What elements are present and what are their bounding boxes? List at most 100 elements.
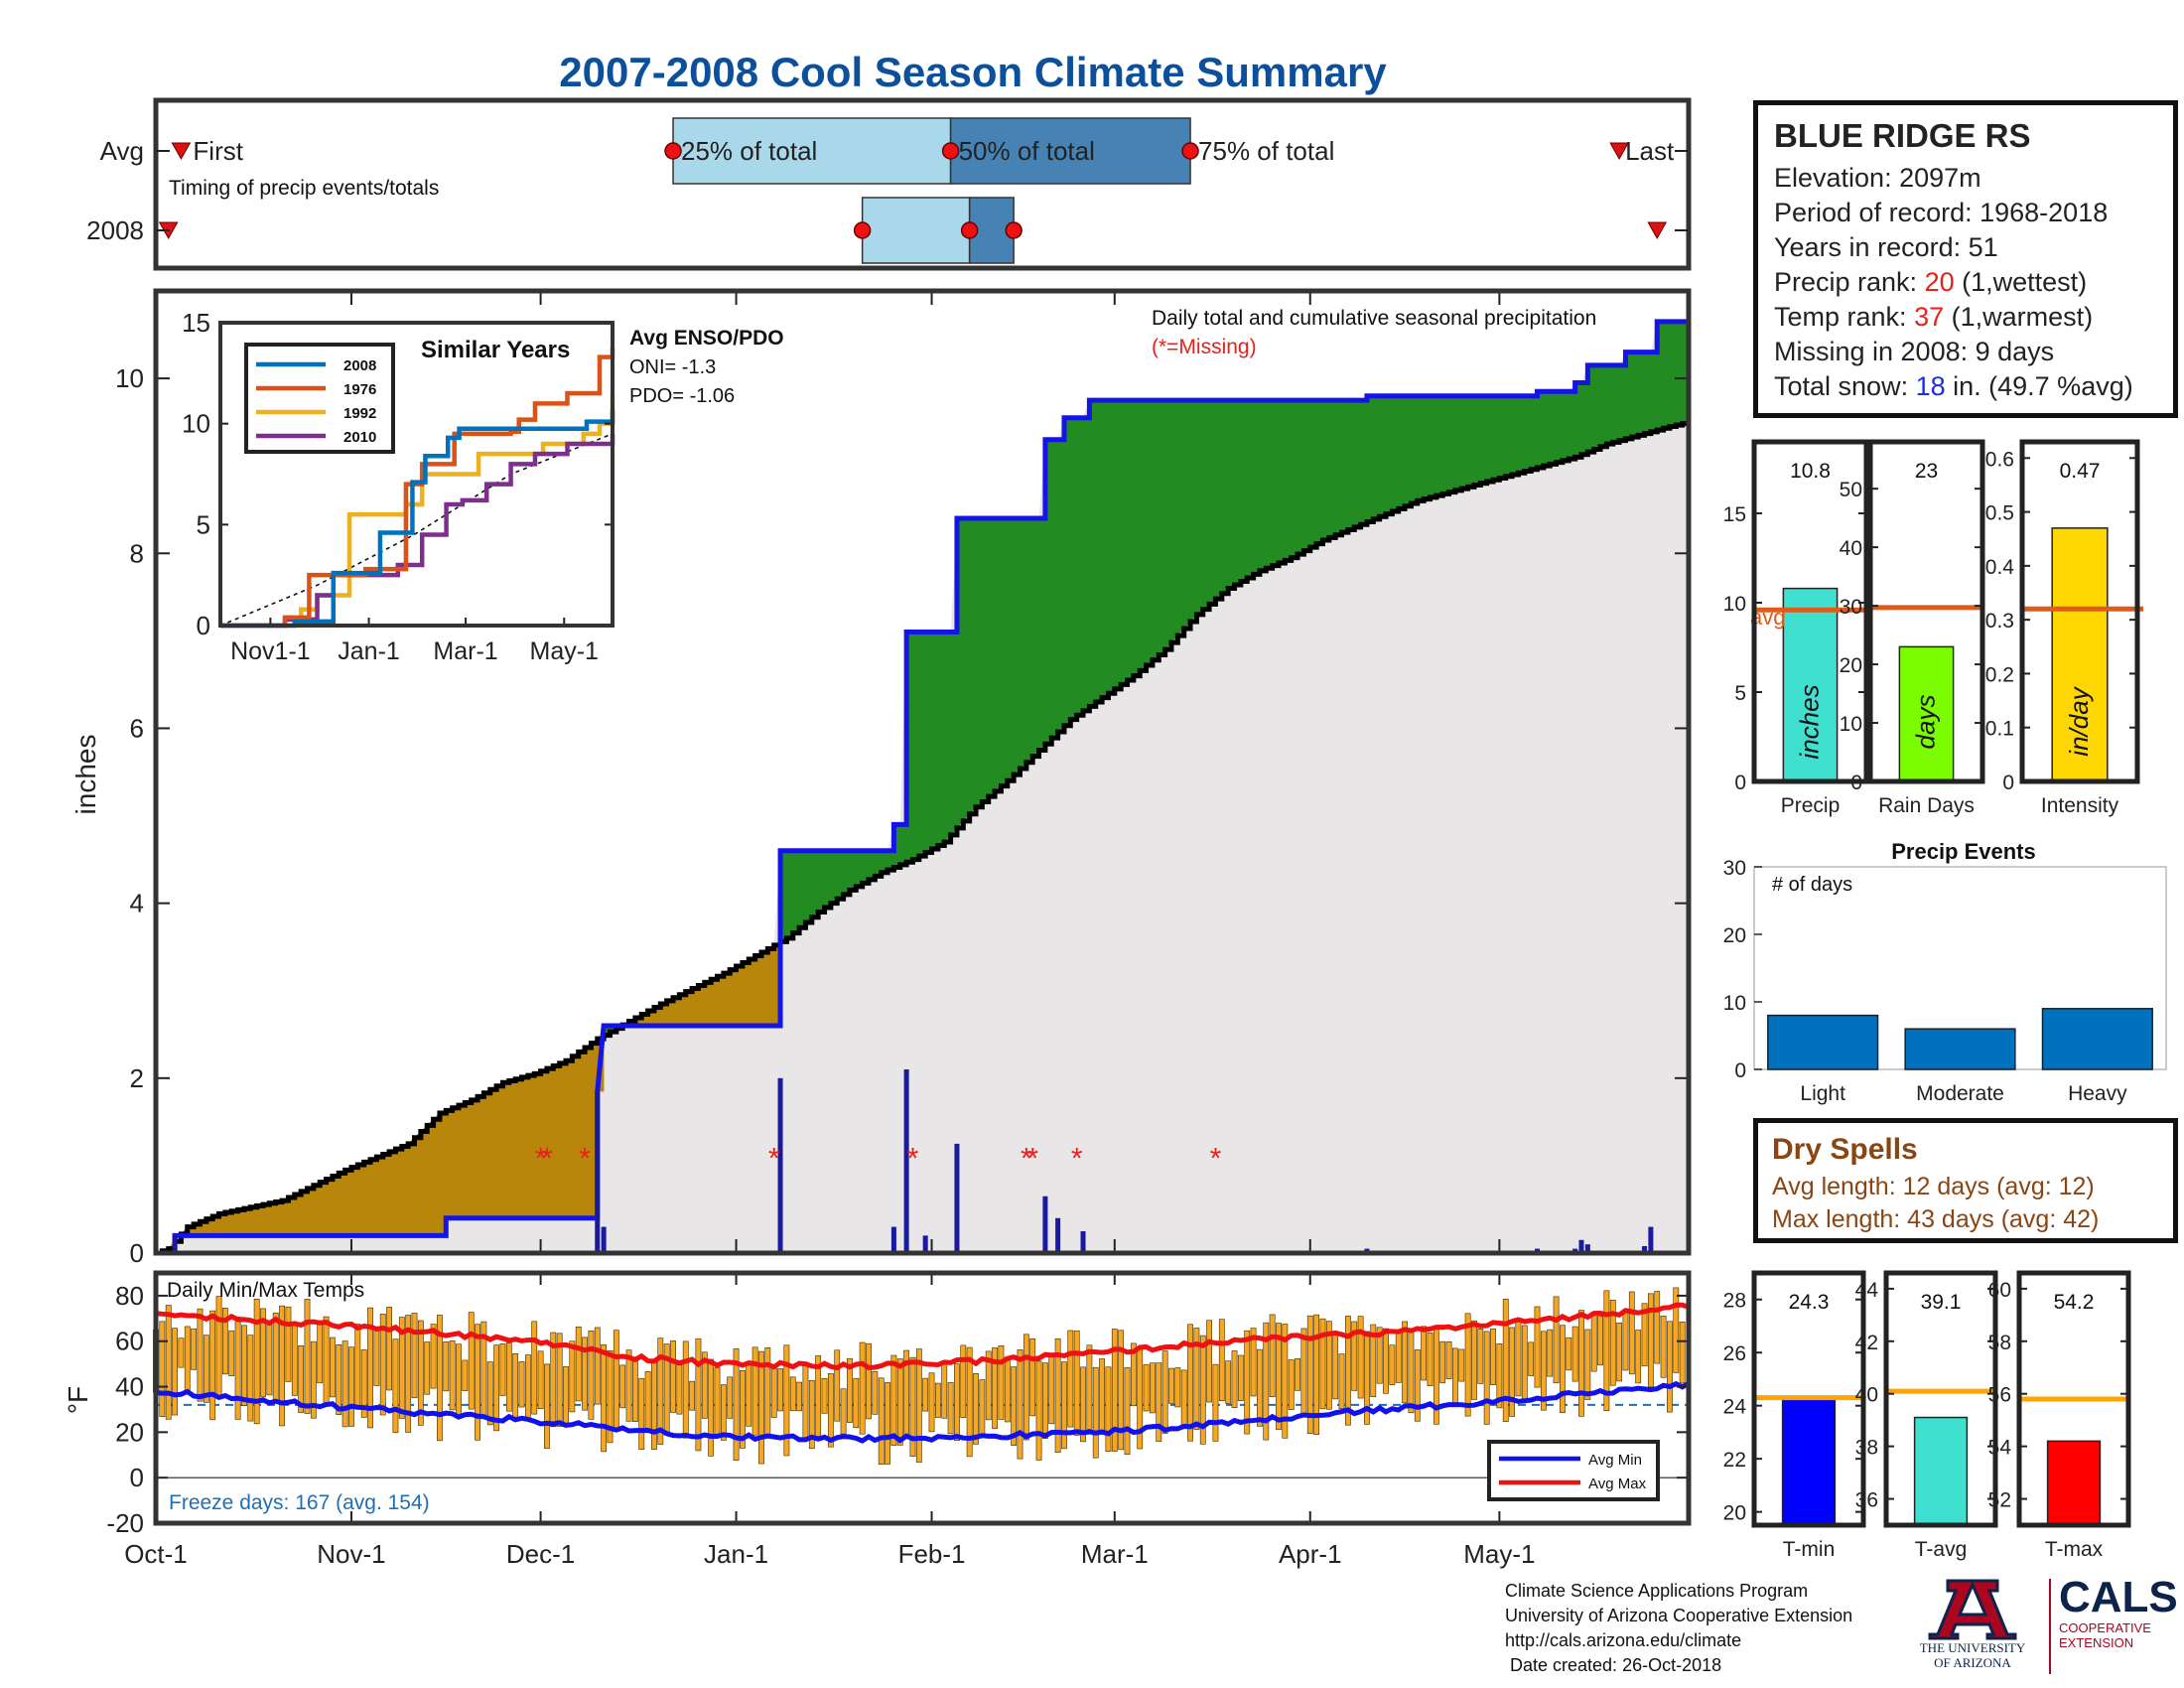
daily-temp-bar: [582, 1336, 588, 1411]
inset-legend-label: 2008: [343, 357, 376, 374]
y-tick-label: 10: [115, 363, 144, 393]
surplus-fill: [798, 850, 806, 928]
deficit-fill: [458, 1102, 466, 1219]
deficit-fill: [584, 1043, 592, 1219]
daily-temp-bar: [909, 1356, 916, 1457]
small-y-tick-label: 54: [1988, 1437, 2012, 1460]
small-y-tick-label: 0.3: [1985, 610, 2014, 633]
inset-legend-label: 1976: [343, 381, 376, 398]
daily-temp-bar: [1300, 1328, 1307, 1417]
page-title: 2007-2008 Cool Season Climate Summary: [559, 49, 1387, 95]
x-tick-label: May-1: [1463, 1539, 1535, 1569]
daily-temp-bar: [486, 1361, 493, 1426]
surplus-fill: [1618, 364, 1626, 442]
daily-temp-bar: [789, 1376, 796, 1412]
daily-temp-bar: [1193, 1328, 1200, 1431]
station-info-box: BLUE RIDGE RS Elevation: 2097m Period of…: [1753, 100, 2178, 418]
small-chart-xlabel: T-avg: [1915, 1538, 1968, 1561]
temp-legend-label: Avg Max: [1588, 1476, 1647, 1492]
daily-temp-bar: [651, 1359, 657, 1450]
y-tick-label: 0: [130, 1238, 144, 1268]
surplus-fill: [1499, 395, 1507, 479]
deficit-fill: [489, 1085, 497, 1219]
daily-temp-bar: [985, 1350, 992, 1421]
surplus-fill: [1353, 399, 1361, 528]
inset-y-tick-label: 0: [197, 611, 210, 640]
surplus-fill: [1202, 399, 1210, 611]
small-chart-bar: [1781, 1396, 1837, 1526]
inset-frame: [218, 321, 614, 628]
daily-temp-bar: [1206, 1320, 1213, 1403]
enso-title: Avg ENSO/PDO: [629, 327, 784, 350]
surplus-fill: [830, 850, 838, 905]
missing-marker: *: [579, 1143, 591, 1176]
daily-temp-bar: [1124, 1366, 1131, 1455]
surplus-fill: [1430, 395, 1437, 498]
daily-temp-bar: [701, 1351, 708, 1419]
daily-temp-bar: [770, 1364, 777, 1418]
deficit-fill: [275, 1199, 283, 1236]
surplus-fill: [1543, 391, 1551, 467]
daily-temp-bar: [1584, 1329, 1591, 1400]
daily-temp-bar: [764, 1347, 771, 1435]
avg-percent-dot: [664, 142, 682, 160]
deficit-fill: [465, 1099, 472, 1219]
events-y-tick-label: 0: [1734, 1059, 1746, 1082]
percent-label: 75% of total: [1198, 136, 1334, 166]
small-y-tick-label: 24: [1723, 1396, 1747, 1419]
daily-temp-bar: [563, 1365, 569, 1428]
small-y-tick-label: 15: [1723, 503, 1746, 526]
daily-temp-bar: [1035, 1360, 1042, 1461]
temp-y-tick-label: 80: [115, 1281, 144, 1311]
station-elevation: Elevation: 2097m: [1774, 163, 1981, 193]
missing-marker: *: [907, 1143, 919, 1176]
daily-temp-bar: [670, 1340, 676, 1413]
daily-temp-bar: [291, 1325, 298, 1396]
surplus-fill: [1158, 399, 1165, 656]
daily-temp-bar: [1174, 1367, 1181, 1408]
surplus-fill: [1524, 395, 1532, 472]
small-y-tick-label: 40: [1855, 1384, 1878, 1407]
daily-temp-bar: [1553, 1296, 1560, 1384]
inset-y-tick-label: 15: [182, 308, 210, 338]
daily-temp-bar: [1395, 1329, 1402, 1383]
daily-temp-bar: [601, 1343, 608, 1453]
daily-temp-bar: [443, 1340, 450, 1392]
small-y-tick-label: 28: [1723, 1290, 1746, 1313]
x-tick-label: Jan-1: [704, 1539, 768, 1569]
dry-max-length: Max length: 43 days (avg: 42): [1772, 1205, 2100, 1233]
inset-y-tick-label: 10: [182, 409, 210, 439]
small-chart-xlabel: T-max: [2045, 1538, 2104, 1561]
deficit-fill: [748, 954, 755, 1027]
surplus-fill: [1170, 399, 1178, 643]
daily-temp-bar: [1547, 1329, 1554, 1377]
daily-temp-bar: [973, 1372, 979, 1445]
daily-temp-bar: [159, 1321, 166, 1417]
temp-y-tick-label: 0: [130, 1463, 144, 1492]
precip-event-label: Moderate: [1916, 1082, 2004, 1105]
surplus-fill: [1473, 395, 1481, 486]
precip-event-bar: [2041, 1008, 2153, 1070]
surplus-fill: [1120, 399, 1128, 685]
temp-title: Daily Min/Max Temps: [167, 1279, 364, 1302]
surplus-fill: [1025, 517, 1033, 764]
dry-spells-box: Dry Spells Avg length: 12 days (avg: 12)…: [1753, 1118, 2178, 1243]
daily-temp-bar: [336, 1343, 342, 1415]
university-of-arizona-logo: THE UNIVERSITY OF ARIZONA: [1918, 1575, 2027, 1680]
daily-temp-bar: [468, 1312, 475, 1410]
daily-temp-bar: [992, 1347, 998, 1429]
daily-temp-bar: [998, 1345, 1005, 1420]
surplus-fill: [1593, 364, 1601, 450]
deficit-fill: [388, 1148, 396, 1236]
small-y-tick-label: 58: [1988, 1332, 2011, 1354]
daily-temp-bar: [1609, 1299, 1616, 1386]
deficit-fill: [477, 1092, 484, 1219]
deficit-fill: [395, 1146, 403, 1236]
daily-temp-bar: [1332, 1333, 1339, 1400]
daily-temp-bar: [1414, 1349, 1421, 1422]
daily-temp-bar: [1130, 1342, 1137, 1407]
daily-temp-bar: [777, 1368, 783, 1412]
daily-temp-bar: [215, 1296, 222, 1398]
deficit-fill: [382, 1151, 390, 1236]
pdo-text: PDO= -1.06: [629, 385, 735, 407]
